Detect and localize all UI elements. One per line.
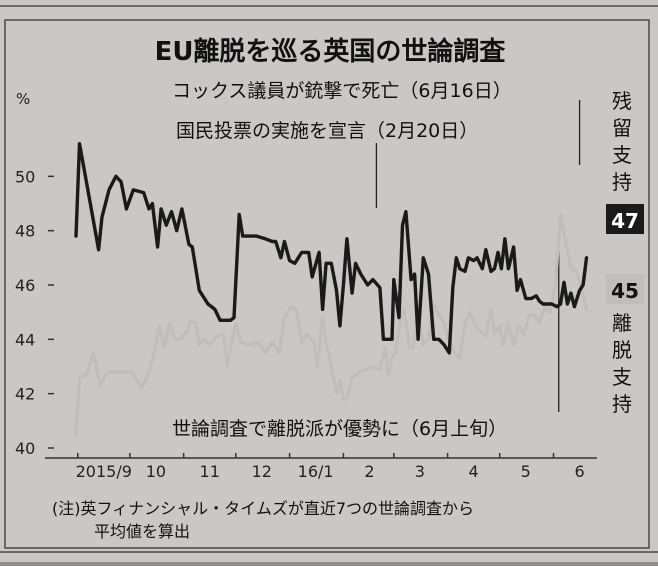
legend-remain-label: 残留支持 — [612, 89, 632, 194]
x-tick-label: 5 — [521, 462, 531, 481]
x-tick-label: 11 — [200, 462, 220, 481]
legend-remain-box — [606, 204, 644, 234]
footnote-line-1: (注)英フィナンシャル・タイムズが直近7つの世論調査から — [52, 499, 474, 518]
y-tick-label: 46 — [15, 276, 35, 295]
y-tick-label: 48 — [15, 222, 35, 241]
x-tick-label: 2015/9 — [76, 462, 132, 481]
series-lines — [74, 141, 589, 436]
x-tick-label: 10 — [146, 462, 166, 481]
annotation-referendum: 国民投票の実施を宣言（2月20日） — [176, 120, 478, 142]
y-tick-label: 40 — [15, 439, 35, 458]
leave-series-line — [74, 212, 589, 436]
legend-leave-label: 離脱支持 — [612, 311, 632, 416]
x-axis-ticks: 2015/9 10 11 12 16/1 2 3 4 5 6 — [76, 453, 585, 481]
legend-leave-value: 45 — [611, 279, 639, 303]
y-tick-label: 44 — [15, 330, 35, 349]
annotation-cox: コックス議員が銃撃で死亡（6月16日） — [172, 80, 512, 102]
legend-leave-box — [606, 274, 644, 304]
x-tick-label: 4 — [469, 462, 479, 481]
x-tick-label: 3 — [415, 462, 425, 481]
x-tick-label: 16/1 — [298, 462, 334, 481]
y-tick-label: 42 — [15, 385, 35, 404]
annotation-leave-lead: 世論調査で離脱派が優勢に（6月上旬） — [172, 418, 507, 440]
y-axis-label: % — [16, 90, 30, 108]
y-tick-label: 50 — [15, 167, 35, 186]
legend-remain-value: 47 — [611, 209, 639, 233]
remain-series-line — [74, 141, 589, 355]
x-tick-label: 6 — [574, 462, 584, 481]
x-tick-label: 12 — [252, 462, 272, 481]
y-axis-ticks: 40 42 44 46 48 50 — [15, 167, 54, 458]
x-tick-label: 2 — [364, 462, 374, 481]
chart-title: EU離脱を巡る英国の世論調査 — [155, 36, 506, 67]
chart-frame — [4, 19, 650, 549]
footnote-line-2: 平均値を算出 — [94, 522, 190, 541]
annotation-leaders — [375, 100, 581, 412]
